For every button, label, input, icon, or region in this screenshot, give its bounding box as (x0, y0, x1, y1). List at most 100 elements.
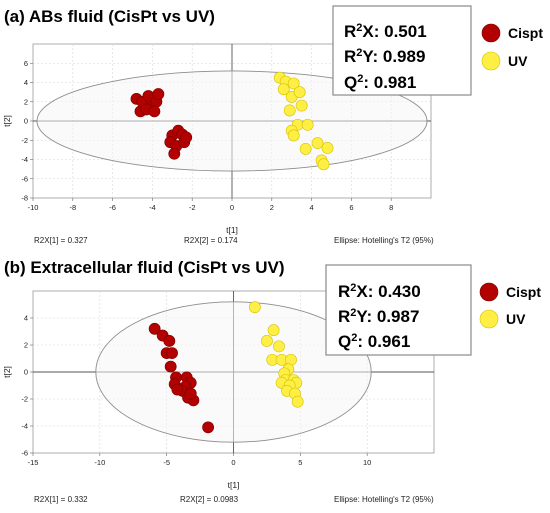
stat-value: Y: 0.987 (356, 307, 419, 326)
stat-symbol: R (338, 282, 350, 301)
legend-marker-cispt (481, 23, 501, 43)
y-tick-label: -4 (21, 155, 28, 164)
x-tick-label: -15 (28, 458, 39, 467)
legend-label-uv: UV (508, 53, 528, 69)
data-point-cispt (184, 387, 197, 400)
chart-title: (b) Extracellular fluid (CisPt vs UV) (4, 258, 285, 277)
stat-superscript: 2 (356, 47, 362, 59)
data-point-cispt (163, 335, 176, 347)
data-point-uv (321, 142, 334, 154)
legend-marker-uv (479, 309, 499, 329)
x-tick-label: 2 (270, 203, 274, 212)
data-point-uv (317, 158, 330, 171)
y-tick-label: -6 (21, 174, 28, 183)
x-tick-label: 0 (230, 203, 234, 212)
stat-line: R2Y: 0.987 (338, 307, 419, 326)
data-point-uv (293, 86, 306, 99)
data-point-cispt (202, 421, 215, 434)
y-tick-label: 2 (24, 97, 28, 106)
stat-value: X: 0.501 (362, 22, 426, 41)
y-tick-label: -4 (21, 422, 28, 431)
stat-symbol: R (344, 22, 356, 41)
data-point-uv (287, 77, 300, 90)
data-point-uv (261, 335, 273, 347)
data-point-cispt (166, 347, 178, 359)
data-point-cispt (164, 360, 177, 373)
footer-text: R2X[1] = 0.327 (34, 236, 88, 245)
legend-marker-cispt (479, 282, 499, 302)
data-point-cispt (171, 383, 184, 396)
chart-panel-a: (a) ABs fluid (CisPt vs UV)-10 -8 -6 -4 -2 0 2… (2, 5, 543, 245)
stat-symbol: Q (338, 332, 351, 351)
y-tick-label: -8 (21, 194, 28, 203)
chart-panel-b: (b) Extracellular fluid (CisPt vs UV) -15… (2, 258, 541, 504)
stat-value: Y: 0.989 (362, 47, 425, 66)
y-tick-label: 0 (24, 117, 28, 126)
data-point-cispt (148, 105, 161, 118)
data-point-cispt (180, 131, 193, 144)
x-tick-label: -10 (28, 203, 39, 212)
stat-superscript: 2 (351, 332, 357, 344)
y-axis-label: t[2] (2, 115, 12, 127)
data-point-uv (267, 324, 280, 337)
x-tick-label: -6 (109, 203, 116, 212)
legend-marker-uv (481, 51, 501, 71)
stat-value: : 0.961 (357, 332, 410, 351)
y-tick-label: 4 (24, 78, 28, 87)
footer-text: R2X[2] = 0.0983 (180, 495, 239, 504)
data-point-uv (273, 340, 285, 353)
data-point-uv (311, 137, 324, 150)
stat-line: Q2: 0.961 (338, 332, 410, 351)
stat-line: R2Y: 0.989 (344, 47, 425, 66)
x-tick-label: 8 (389, 203, 393, 212)
data-point-cispt (168, 147, 181, 160)
stat-value: : 0.981 (363, 73, 416, 92)
data-point-cispt (148, 322, 161, 335)
data-point-uv (277, 83, 290, 96)
x-tick-label: 5 (298, 458, 302, 467)
x-tick-label: -8 (69, 203, 76, 212)
stat-symbol: R (338, 307, 350, 326)
x-tick-label: -2 (189, 203, 196, 212)
stats-box (325, 264, 472, 356)
x-tick-label: -5 (163, 458, 170, 467)
data-point-uv (283, 104, 296, 117)
stat-superscript: 2 (350, 282, 356, 294)
data-point-uv (299, 143, 312, 155)
x-axis-label: t[1] (228, 480, 240, 490)
stat-value: X: 0.430 (356, 282, 420, 301)
y-tick-label: -2 (21, 395, 28, 404)
stat-superscript: 2 (357, 73, 363, 85)
footer-text: Ellipse: Hotelling's T2 (95%) (334, 236, 434, 245)
y-tick-label: 6 (24, 59, 28, 68)
stat-superscript: 2 (356, 22, 362, 34)
y-tick-label: -6 (21, 449, 28, 458)
x-tick-label: 6 (349, 203, 353, 212)
footer-text: R2X[2] = 0.174 (184, 236, 238, 245)
footer-text: Ellipse: Hotelling's T2 (95%) (334, 495, 434, 504)
data-point-uv (301, 118, 314, 131)
x-axis-label: t[1] (226, 225, 238, 235)
stats-box (332, 5, 472, 96)
data-point-cispt (152, 88, 165, 100)
data-point-uv (248, 301, 261, 314)
x-tick-label: -10 (94, 458, 105, 467)
legend-label-cispt: Cispt (508, 25, 543, 41)
x-tick-label: 0 (231, 458, 235, 467)
y-tick-label: -2 (21, 136, 28, 145)
x-tick-label: 10 (363, 458, 371, 467)
y-tick-label: 0 (24, 368, 28, 377)
stat-symbol: Q (344, 73, 357, 92)
y-tick-label: 2 (24, 341, 28, 350)
stat-superscript: 2 (350, 307, 356, 319)
stat-symbol: R (344, 47, 356, 66)
data-point-uv (291, 395, 304, 408)
y-axis-label: t[2] (2, 366, 12, 378)
y-tick-label: 4 (24, 314, 28, 323)
data-point-uv (295, 99, 308, 112)
x-tick-label: 4 (310, 203, 314, 212)
footer-text: R2X[1] = 0.332 (34, 495, 88, 504)
stat-line: R2X: 0.501 (344, 22, 427, 41)
legend-label-cispt: Cispt (506, 284, 541, 300)
